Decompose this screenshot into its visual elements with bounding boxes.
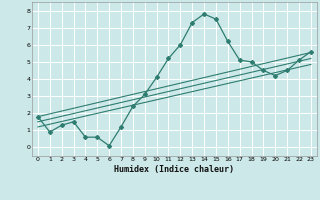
X-axis label: Humidex (Indice chaleur): Humidex (Indice chaleur): [115, 165, 234, 174]
